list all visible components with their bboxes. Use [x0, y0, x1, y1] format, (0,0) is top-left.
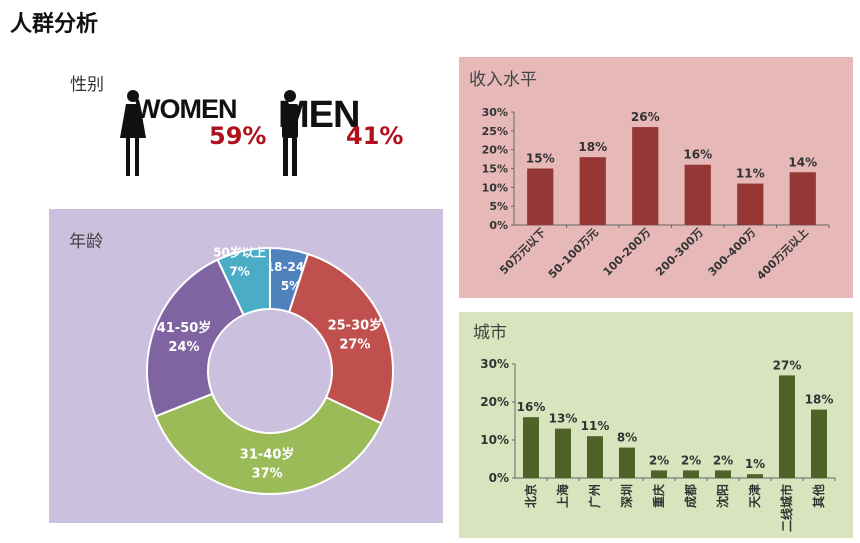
age-category-label: 25-30岁 — [328, 317, 383, 333]
city-value-label: 27% — [773, 358, 802, 372]
income-y-tick: 10% — [482, 181, 508, 194]
city-value-label: 8% — [617, 431, 637, 445]
gender-label: 性别 — [70, 75, 104, 95]
income-category-label: 50万元以下 — [497, 226, 548, 277]
income-bar — [632, 127, 659, 225]
age-category-label: 31-40岁 — [240, 446, 295, 462]
age-panel-title: 年龄 — [69, 232, 103, 252]
age-value-label: 7% — [229, 265, 249, 279]
women-percent: 59% — [209, 122, 267, 150]
city-bar — [779, 375, 795, 478]
city-category-label: 上海 — [555, 484, 570, 508]
city-category-label: 沈阳 — [715, 484, 730, 508]
city-bar — [811, 409, 827, 478]
income-y-tick: 0% — [489, 219, 508, 232]
women-word: WOMEN — [135, 94, 237, 124]
city-bar — [523, 417, 539, 478]
income-value-label: 16% — [683, 148, 712, 162]
city-bar-chart: 0% 10% 20% 30% 16% 北京 13% 上海 11% 广州 8% 深圳 2% 重庆 2% 成都 2%… — [480, 357, 836, 532]
income-panel: 收入水平 0% 5% 10% 15% 20% 25% 30% 15% 50万元以下 18% 50-1… — [459, 57, 853, 298]
income-y-tick: 5% — [489, 200, 508, 213]
income-y-tick: 15% — [482, 163, 508, 176]
age-value-label: 27% — [339, 337, 370, 352]
age-slice-label-2: 31-40岁 37% — [240, 446, 295, 481]
city-bar — [747, 474, 763, 478]
city-y-tick: 0% — [489, 471, 509, 485]
city-panel: 城市 0% 10% 20% 30% 16% 北京 13% 上海 11% 广州 8% 深圳 2% 重庆 2% 成… — [459, 312, 853, 538]
income-bar — [789, 172, 816, 225]
income-panel-title: 收入水平 — [469, 70, 537, 90]
women-block: WOMEN 59% — [120, 88, 266, 183]
income-bar-chart: 0% 5% 10% 15% 20% 25% 30% 15% 50万元以下 18% 50-100万元 2… — [482, 106, 830, 282]
city-bar — [555, 428, 571, 478]
income-value-label: 15% — [526, 152, 555, 166]
city-y-tick: 30% — [480, 357, 509, 371]
man-icon — [282, 90, 298, 176]
city-y-tick: 10% — [480, 433, 509, 447]
men-word: MEN — [278, 94, 360, 136]
income-bar — [579, 157, 606, 225]
age-value-label: 37% — [252, 466, 283, 481]
age-slice-4 — [216, 246, 271, 317]
age-category-label: 41-50岁 — [157, 320, 212, 336]
age-slice-label-3: 41-50岁 24% — [157, 320, 212, 355]
woman-icon — [120, 90, 146, 176]
men-percent: 41% — [346, 122, 404, 150]
income-y-tick: 30% — [482, 106, 508, 119]
income-category-label: 400万元以上 — [754, 225, 811, 282]
city-value-label: 13% — [549, 412, 578, 426]
city-y-tick: 20% — [480, 395, 509, 409]
city-category-label: 其他 — [811, 484, 826, 508]
income-bar — [684, 164, 711, 225]
age-slice-1 — [287, 252, 394, 425]
city-bar — [715, 470, 731, 478]
income-y-tick: 25% — [482, 125, 508, 138]
city-value-label: 18% — [805, 393, 834, 407]
age-category-label: 50岁以上 — [213, 245, 266, 260]
age-slice-2 — [154, 392, 383, 495]
income-value-label: 26% — [631, 110, 660, 124]
city-bar — [651, 470, 667, 478]
income-bar — [527, 168, 554, 225]
income-y-tick: 20% — [482, 144, 508, 157]
city-category-label: 天津 — [747, 484, 762, 508]
age-slice-label-1: 25-30岁 27% — [328, 317, 383, 352]
city-bar — [619, 447, 635, 478]
city-value-label: 2% — [681, 453, 701, 467]
age-donut-chart: 18-24岁5%25-30岁27%31-40岁37%41-50岁24%50岁以上… — [146, 245, 394, 495]
income-category-label: 50-100万元 — [546, 226, 601, 281]
city-category-label: 广州 — [587, 484, 602, 508]
city-category-label: 深圳 — [619, 484, 634, 508]
income-value-label: 14% — [788, 155, 817, 169]
city-value-label: 2% — [713, 453, 733, 467]
income-category-label: 100-200万 — [601, 226, 654, 279]
city-bar — [683, 470, 699, 478]
income-category-label: 300-400万 — [706, 226, 759, 279]
city-category-label: 北京 — [523, 484, 538, 508]
income-bar — [737, 183, 764, 225]
city-category-label: 成都 — [683, 484, 698, 508]
city-panel-title: 城市 — [473, 323, 507, 343]
city-value-label: 1% — [745, 457, 765, 471]
age-slice-label-4: 50岁以上 7% — [213, 245, 266, 279]
income-value-label: 18% — [578, 140, 607, 154]
age-value-label: 24% — [168, 340, 199, 355]
income-value-label: 11% — [736, 167, 765, 181]
city-value-label: 2% — [649, 453, 669, 467]
city-value-label: 11% — [581, 419, 610, 433]
city-bar — [587, 436, 603, 478]
city-value-label: 16% — [517, 400, 546, 414]
income-category-label: 200-300万 — [653, 226, 706, 279]
page-title: 人群分析 — [10, 12, 99, 37]
age-slice-3 — [146, 258, 245, 418]
city-category-label: 重庆 — [651, 484, 666, 508]
age-panel: 年龄 18-24岁 5% 25-30岁 27% 31-40岁 37% 41-50岁 24% 50… — [49, 209, 443, 523]
city-category-label: 二线城市 — [779, 484, 794, 532]
men-block: MEN 41% — [278, 88, 418, 183]
